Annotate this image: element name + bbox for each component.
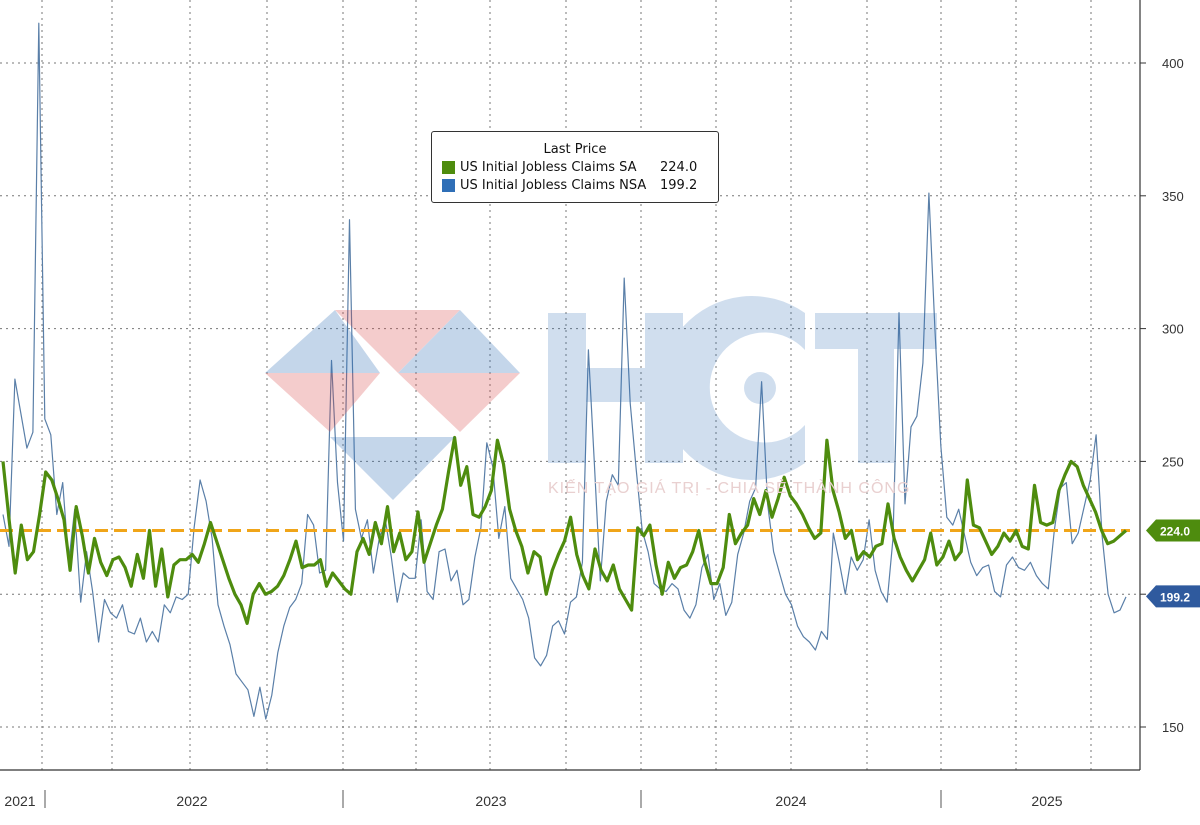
value-tag xyxy=(1146,519,1200,542)
legend-label-nsa: US Initial Jobless Claims NSA xyxy=(460,177,647,193)
x-tick-label: 2023 xyxy=(475,793,506,809)
x-tick-label: 2025 xyxy=(1031,793,1062,809)
value-tag-label: 199.2 xyxy=(1160,590,1190,604)
x-tick-label: 2021 xyxy=(4,793,35,809)
y-tick-label: 400 xyxy=(1162,56,1184,71)
legend-value-nsa: 199.2 xyxy=(660,177,698,193)
legend-swatch-nsa xyxy=(442,178,455,192)
y-tick-label: 300 xyxy=(1162,322,1184,337)
y-tick-label: 150 xyxy=(1162,720,1184,735)
legend-value-sa: 224.0 xyxy=(660,159,698,175)
value-tag-label: 224.0 xyxy=(1160,524,1190,538)
y-tick-label: 250 xyxy=(1162,454,1184,469)
legend-swatch-sa xyxy=(442,160,455,174)
legend-item-sa: US Initial Jobless Claims SA 224.0 xyxy=(442,158,718,176)
y-tick-label: 350 xyxy=(1162,189,1184,204)
legend-item-nsa: US Initial Jobless Claims NSA 199.2 xyxy=(442,176,718,194)
legend: Last Price US Initial Jobless Claims SA … xyxy=(431,131,719,203)
series-line xyxy=(2,22,1127,720)
legend-title: Last Price xyxy=(543,142,607,157)
legend-label-sa: US Initial Jobless Claims SA xyxy=(460,159,637,175)
value-tag xyxy=(1146,585,1200,608)
x-tick-label: 2024 xyxy=(775,793,806,809)
series-line xyxy=(1,435,1128,626)
value-tags: 224.0 199.2 xyxy=(1146,519,1200,608)
grid xyxy=(0,0,1140,770)
x-tick-label: 2022 xyxy=(176,793,207,809)
series-layer xyxy=(0,22,1130,720)
